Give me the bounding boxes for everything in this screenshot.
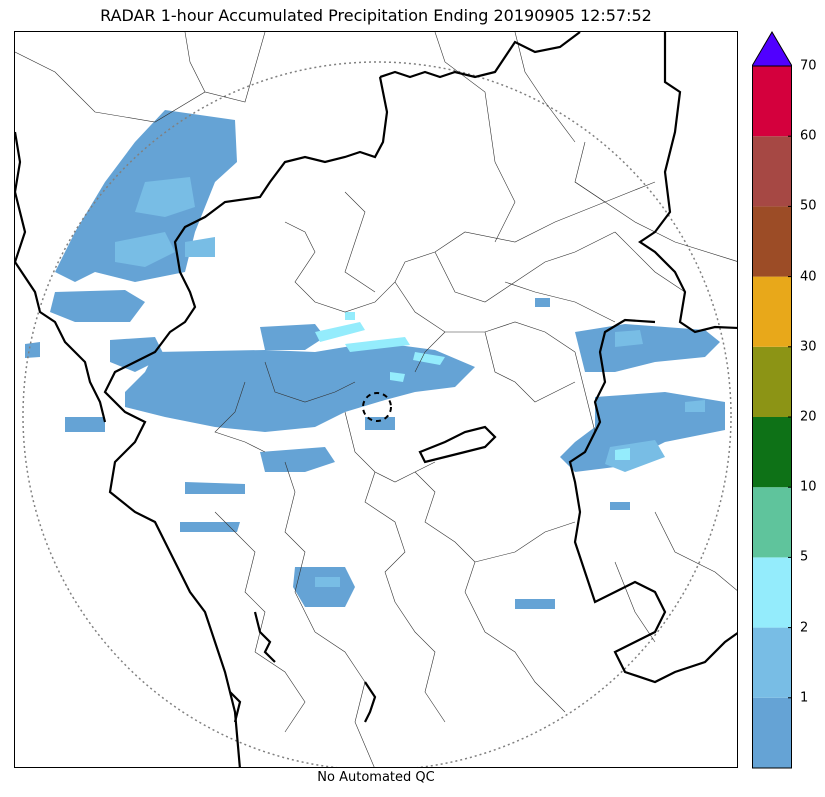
- precipitation-light: [25, 110, 725, 609]
- colorbar-segment: [752, 557, 792, 628]
- map-svg: [15, 32, 737, 767]
- colorbar-tick-label: 1: [800, 690, 809, 706]
- colorbar-tick-label: 60: [800, 128, 817, 144]
- colorbar-tick-label: 70: [800, 58, 817, 74]
- colorbar-tick-label: 30: [800, 339, 817, 355]
- colorbar: [752, 31, 792, 769]
- chart-title: RADAR 1-hour Accumulated Precipitation E…: [100, 6, 652, 25]
- range-ring: [22, 61, 732, 767]
- colorbar-tick-label: 50: [800, 198, 817, 214]
- colorbar-segment: [752, 206, 792, 277]
- colorbar-segment: [752, 136, 792, 207]
- radar-site-marker: [362, 392, 392, 422]
- colorbar-segment: [752, 276, 792, 347]
- colorbar-tick-label: 40: [800, 269, 817, 285]
- qc-note: No Automated QC: [317, 770, 435, 785]
- state-borders: [15, 32, 737, 767]
- colorbar-segment: [752, 417, 792, 488]
- colorbar-extend-triangle: [752, 31, 792, 67]
- colorbar-tick-label: 5: [800, 549, 809, 565]
- precipitation-moderate: [115, 177, 705, 587]
- colorbar-segment: [752, 346, 792, 417]
- colorbar-segment: [752, 66, 792, 137]
- precipitation-heavy: [315, 312, 630, 460]
- colorbar-tick-label: 2: [800, 620, 809, 636]
- district-borders: [15, 32, 737, 767]
- radar-map[interactable]: [14, 31, 738, 768]
- colorbar-segment: [752, 487, 792, 558]
- colorbar-tick-label: 20: [800, 409, 817, 425]
- colorbar-segment: [752, 627, 792, 698]
- colorbar-tick-label: 10: [800, 479, 817, 495]
- colorbar-segment: [752, 697, 792, 768]
